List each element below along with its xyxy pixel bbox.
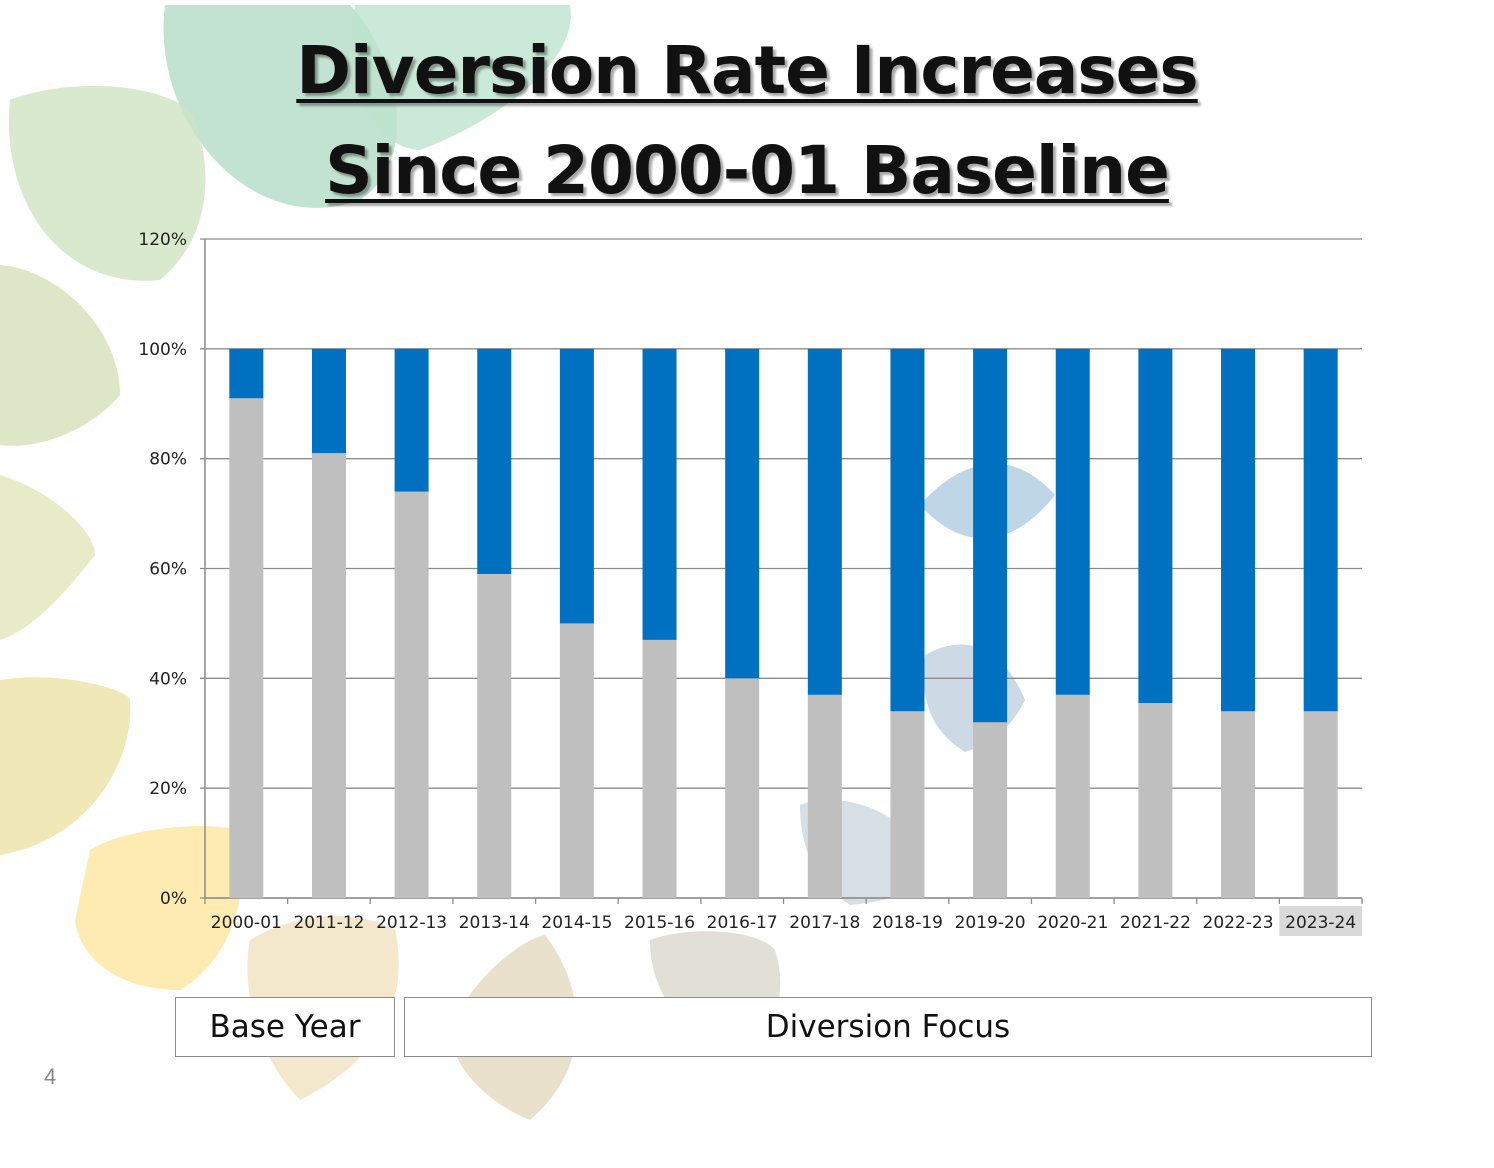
diversion-focus-text: Diversion Focus	[765, 1009, 1011, 1045]
bar-segment-blue	[890, 348, 925, 712]
x-tick-label: 2013-14	[459, 913, 530, 933]
y-tick-label: 100%	[138, 340, 187, 360]
x-tick-label: 2021-22	[1120, 913, 1191, 933]
base-year-label: Base Year	[175, 997, 395, 1057]
bar-segment-blue	[973, 348, 1008, 723]
x-tick-label: 2018-19	[872, 913, 943, 933]
bar-segment-gray	[477, 573, 512, 898]
bar-segment-gray	[394, 491, 429, 898]
page-number: 4	[44, 1064, 57, 1089]
bar-segment-gray	[1221, 711, 1256, 898]
x-tick-label: 2011-12	[293, 913, 364, 933]
bar-segment-blue	[1221, 348, 1256, 712]
bar-segment-gray	[229, 398, 264, 898]
x-tick-label: 2020-21	[1037, 913, 1108, 933]
x-tick-label: 2019-20	[955, 913, 1026, 933]
bar-segment-gray	[807, 694, 842, 898]
x-tick-label: 2022-23	[1203, 913, 1274, 933]
bar-segment-gray	[559, 623, 594, 898]
chart-title-line-2: Since 2000-01 Baseline	[325, 132, 1170, 209]
y-tick-label: 60%	[149, 560, 187, 580]
x-tick-label: 2014-15	[541, 913, 612, 933]
bar-segment-gray	[642, 639, 677, 898]
bar-segment-gray	[1303, 711, 1338, 898]
bar-segment-blue	[725, 348, 760, 679]
x-tick-label: 2012-13	[376, 913, 447, 933]
x-tick-label: 2017-18	[789, 913, 860, 933]
bar-segment-blue	[1138, 348, 1173, 704]
bar-segment-gray	[973, 722, 1008, 898]
diversion-focus-label: Diversion Focus	[404, 997, 1372, 1057]
bar-segment-gray	[311, 453, 346, 898]
bar-segment-blue	[229, 348, 264, 399]
bar-segment-blue	[394, 348, 429, 492]
bar-segment-gray	[1055, 694, 1090, 898]
bar-segment-blue	[559, 348, 594, 624]
bar-segment-blue	[1055, 348, 1090, 695]
x-tick-label: 2023-24	[1285, 913, 1356, 933]
y-tick-label: 120%	[138, 230, 187, 250]
bar-segment-blue	[1303, 348, 1338, 712]
bar-segment-gray	[890, 711, 925, 898]
y-tick-label: 40%	[149, 669, 187, 689]
bar-segment-blue	[311, 348, 346, 454]
y-tick-label: 0%	[160, 889, 187, 909]
x-label-highlight	[1279, 906, 1362, 936]
bar-segment-gray	[725, 678, 760, 898]
y-tick-label: 80%	[149, 450, 187, 470]
bar-segment-gray	[1138, 703, 1173, 898]
y-tick-label: 20%	[149, 779, 187, 799]
x-tick-label: 2016-17	[707, 913, 778, 933]
bar-segment-blue	[477, 348, 512, 574]
x-tick-label: 2000-01	[211, 913, 282, 933]
bar-segment-blue	[807, 348, 842, 695]
x-tick-label: 2015-16	[624, 913, 695, 933]
bar-segment-blue	[642, 348, 677, 640]
base-year-text: Base Year	[209, 1009, 361, 1045]
chart-title-line-1: Diversion Rate Increases	[296, 32, 1198, 109]
